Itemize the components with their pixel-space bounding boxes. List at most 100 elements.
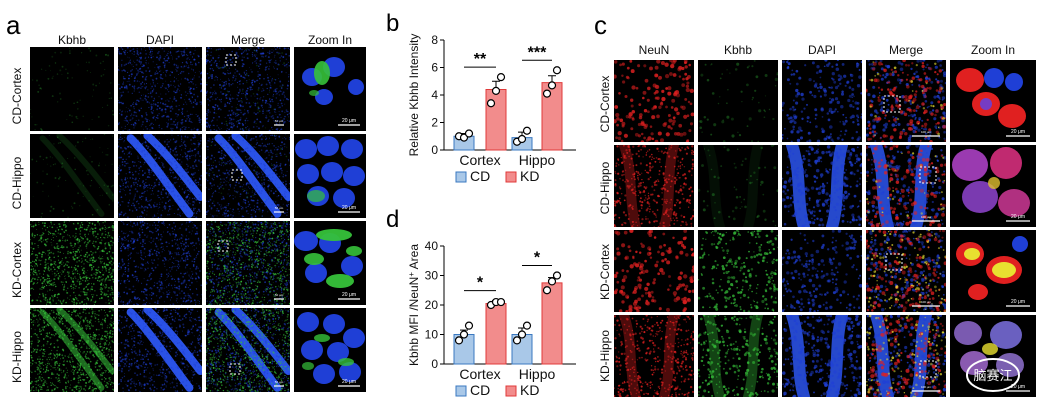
panel-a-kd-hippo-kbhb-image [30, 308, 114, 392]
data-point [454, 336, 464, 345]
panel-a-kd-hippo-dapi-image [118, 308, 202, 392]
panel-label-b: b [386, 10, 400, 37]
y-axis-label: Kbhb MFI /NeuN+ Area [407, 244, 422, 366]
scale-bar-label: 50 μm [275, 206, 284, 210]
panel-c-cd-hippo-merge-image: 100 μm [866, 145, 946, 227]
legend-swatch-cd [455, 171, 467, 183]
data-point [522, 321, 532, 330]
panel-a-kd-cortex-dapi-image [118, 221, 202, 305]
panel-label-c: c [594, 10, 607, 40]
panel-c-kd-cortex-neun-image [614, 230, 694, 312]
y-tick-label: 10 [425, 328, 439, 342]
panel-c-kd-cortex-dapi-image [782, 230, 862, 312]
scale-bar-label: 100 μm [921, 130, 932, 134]
significance-stars: * [477, 275, 484, 292]
y-tick-label: 20 [425, 298, 439, 312]
y-tick-label: 0 [431, 143, 438, 157]
scale-bar-label: 20 μm [342, 379, 356, 385]
data-point [552, 66, 562, 75]
panel-a-cd-cortex-merge-image: 50 μm [206, 47, 290, 131]
data-point [496, 73, 506, 82]
x-category-label: Cortex [459, 152, 500, 168]
panel-a-kd-cortex-merge-image: 50 μm [206, 221, 290, 305]
panel-c-kd-hippo-dapi-image [782, 315, 862, 397]
data-point [496, 297, 506, 307]
panel-a-cd-cortex-kbhb-image [30, 47, 114, 131]
scale-bar-label: 100 μm [921, 300, 932, 304]
watermark: 脑赛江 [973, 368, 1012, 383]
data-point [517, 134, 527, 144]
panel-a-row-kd-cortex: KD-Cortex [10, 242, 24, 299]
y-tick-label: 0 [431, 357, 438, 371]
panel-c-kd-hippo-merge-image: 100 μm [866, 315, 946, 397]
panel-a-cd-hippo-merge-image: 50 μm [206, 134, 290, 218]
y-tick-label: 6 [431, 61, 438, 75]
panel-c-cd-cortex-zoom-image: 20 μm [950, 60, 1036, 142]
legend-swatch-cd [455, 385, 467, 397]
data-point [464, 321, 474, 330]
legend-label-cd: CD [470, 168, 490, 184]
scale-bar-label: 20 μm [1011, 129, 1025, 135]
panel-a-cd-hippo-zoom-image: 20 μm [294, 134, 366, 218]
bar-kd-cortex [485, 89, 507, 151]
panel-c-col-zoomin: Zoom In [970, 43, 1015, 57]
panel-c-col-neun: NeuN [638, 43, 670, 57]
y-tick-label: 4 [431, 88, 438, 102]
panel-c-col-kbhb: Kbhb [723, 43, 753, 57]
panel-c-cd-hippo-zoom-image: 20 μm [950, 145, 1036, 227]
data-point [491, 86, 501, 95]
legend-swatch-kd [505, 385, 517, 397]
data-point [459, 330, 469, 339]
scale-bar-label: 100 μm [921, 385, 932, 389]
panel-c-row-cd-hippo: CD-Hippo [598, 161, 612, 215]
significance-stars: * [534, 250, 541, 267]
panel-a-row-cd-cortex: CD-Cortex [10, 67, 24, 125]
panel-c-cd-cortex-dapi-image [782, 60, 862, 142]
data-point [464, 129, 474, 138]
significance-stars: *** [528, 44, 547, 61]
scale-bar-label: 50 μm [275, 380, 284, 384]
panel-a-col-dapi: DAPI [145, 33, 174, 47]
x-category-label: Cortex [459, 366, 500, 382]
panel-a-cd-hippo-kbhb-image [30, 134, 114, 218]
panel-a-col-zoomin: Zoom In [307, 33, 352, 47]
legend-label-cd: CD [470, 382, 490, 398]
panel-label-a: a [6, 10, 21, 40]
bar-kd-hippo [541, 282, 563, 365]
legend-label-kd: KD [520, 382, 539, 398]
bar-kd-cortex [485, 303, 507, 365]
panel-a-kd-cortex-zoom-image: 20 μm [294, 221, 366, 305]
panel-b-bar-chart: 0 2 4 6 8 Relative Kbhb Intensity ** Cortex *** H… [407, 33, 576, 184]
y-tick-label: 30 [425, 269, 439, 283]
y-axis-label: Relative Kbhb Intensity [407, 34, 421, 157]
panel-c-col-merge: Merge [888, 43, 923, 57]
data-point [542, 89, 552, 98]
legend-label-kd: KD [520, 168, 539, 184]
x-category-label: Hippo [519, 366, 556, 382]
panel-a-row-kd-hippo: KD-Hippo [10, 330, 24, 384]
panel-c-kd-hippo-neun-image [614, 315, 694, 397]
significance-stars: ** [474, 51, 487, 68]
panel-c-col-dapi: DAPI [807, 43, 836, 57]
panel-c-cd-hippo-neun-image [614, 145, 694, 227]
panel-c-cd-cortex-kbhb-image [698, 60, 778, 142]
scale-bar-label: 100 μm [921, 215, 932, 219]
panel-a-col-merge: Merge [230, 33, 265, 47]
legend-swatch-kd [505, 171, 517, 183]
panel-c-cd-hippo-dapi-image [782, 145, 862, 227]
panel-c-row-kd-cortex: KD-Cortex [598, 244, 612, 301]
scale-bar-label: 20 μm [342, 205, 356, 211]
scale-bar-label: 20 μm [1011, 299, 1025, 305]
data-point [552, 271, 562, 280]
panel-a-row-cd-hippo: CD-Hippo [10, 156, 24, 210]
panel-c-cd-cortex-merge-image: 100 μm [866, 60, 946, 142]
panel-c-kd-cortex-merge-image: 100 μm [866, 230, 946, 312]
y-tick-label: 8 [431, 33, 438, 47]
panel-a-kd-cortex-kbhb-image [30, 221, 114, 305]
panel-c-kd-hippo-zoom-image: 20 μm 脑赛江 [950, 315, 1036, 397]
data-point [522, 126, 532, 135]
data-point [486, 99, 496, 108]
y-tick-label: 2 [431, 116, 438, 130]
panel-c-kd-cortex-zoom-image: 20 μm [950, 230, 1036, 312]
panel-a-cd-hippo-dapi-image [118, 134, 202, 218]
